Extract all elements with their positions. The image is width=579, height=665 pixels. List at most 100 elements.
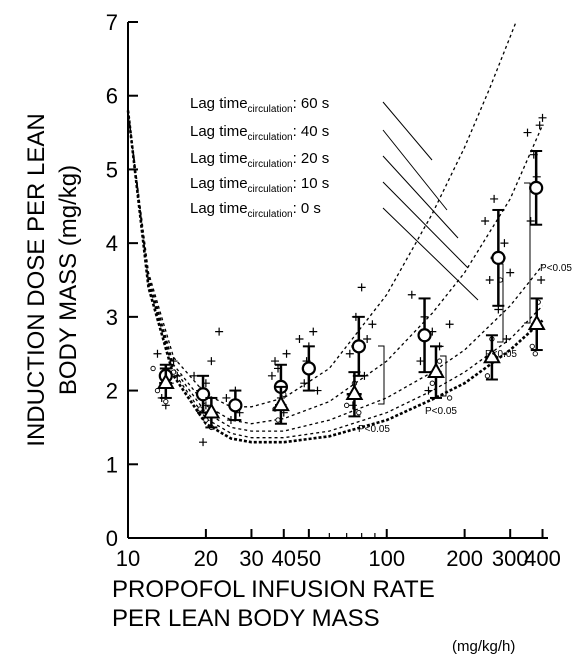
legend-leader-line <box>382 101 433 161</box>
legend-label: Lag timecirculation: 0 s <box>190 200 321 220</box>
y-tick-label: 5 <box>106 157 118 182</box>
mean-triangle-marker <box>427 362 445 378</box>
legend-suffix: : 0 s <box>293 200 321 217</box>
data-point-open <box>275 417 281 423</box>
x-tick-label: 400 <box>524 546 561 571</box>
data-point-open <box>154 387 161 394</box>
significance-bracket <box>497 263 504 343</box>
data-point-plus <box>300 379 309 388</box>
significance-label: P<0.05 <box>358 424 390 435</box>
data-point-plus <box>199 438 208 447</box>
model-curve-lag-0s <box>126 110 544 444</box>
legend-prefix: Lag time <box>190 150 248 167</box>
y-tick-label: 0 <box>106 526 118 551</box>
data-point-plus <box>345 349 354 358</box>
legend-prefix: Lag time <box>190 200 248 217</box>
mean-triangle-marker <box>527 314 546 331</box>
data-point-plus <box>445 320 454 329</box>
data-point-open <box>356 410 362 416</box>
model-curve-lag-60s <box>127 21 517 408</box>
data-point-plus <box>407 290 416 299</box>
legend-subscript: circulation <box>248 209 293 220</box>
y-tick-label: 7 <box>106 10 118 35</box>
y-axis-title-line: BODY MASS (mg/kg) <box>55 165 82 395</box>
x-tick-label: 30 <box>239 546 263 571</box>
y-tick-label: 2 <box>106 379 118 404</box>
data-point-plus <box>215 327 224 336</box>
legend-label: Lag timecirculation: 60 s <box>190 95 329 115</box>
data-point-plus <box>416 357 425 366</box>
data-point-open <box>203 417 209 423</box>
y-tick-label: 3 <box>106 305 118 330</box>
x-tick-label: 300 <box>492 546 529 571</box>
data-point-plus <box>363 334 372 343</box>
data-point-plus <box>173 371 182 380</box>
data-point-open <box>532 351 538 357</box>
legend-leader-line <box>382 181 469 269</box>
data-point-plus <box>169 357 178 366</box>
x-tick-label: 200 <box>446 546 483 571</box>
data-point-open <box>446 395 453 401</box>
data-point-plus <box>368 320 377 329</box>
data-point-plus <box>535 121 544 130</box>
mean-circle-marker <box>228 398 243 413</box>
data-point-open <box>436 358 443 364</box>
legend-subscript: circulation <box>248 184 293 195</box>
legend-suffix: : 20 s <box>293 150 330 167</box>
data-point-plus <box>538 113 547 122</box>
data-point-plus <box>481 217 490 226</box>
data-point-plus <box>485 276 494 284</box>
data-point-open <box>429 380 435 386</box>
mean-triangle-marker <box>202 402 221 419</box>
data-point-open <box>197 406 203 412</box>
x-axis-unit: (mg/kg/h) <box>452 638 515 655</box>
legend-prefix: Lag time <box>190 123 248 140</box>
data-point-plus <box>490 194 499 203</box>
data-point-plus <box>537 276 546 284</box>
legend-subscript: circulation <box>248 159 293 170</box>
significance-label: P<0.05 <box>485 349 517 360</box>
data-point-plus <box>222 393 231 402</box>
y-axis-title: INDUCTION DOSE PER LEAN BODY MASS (mg/kg) <box>23 113 82 446</box>
data-point-open <box>529 343 535 349</box>
mean-circle-marker <box>529 180 544 195</box>
legend-label: Lag timecirculation: 20 s <box>190 150 329 170</box>
data-point-plus <box>523 128 532 137</box>
mean-circle-marker <box>417 328 432 343</box>
legend-suffix: : 60 s <box>293 95 330 112</box>
data-point-plus <box>282 349 291 358</box>
legend-leader-line <box>382 207 479 301</box>
x-tick-label: 50 <box>297 546 321 571</box>
y-tick-label: 1 <box>106 452 118 477</box>
legend-suffix: : 10 s <box>293 175 330 192</box>
data-point-open <box>150 365 156 372</box>
data-point-plus <box>309 327 318 336</box>
x-tick-label: 40 <box>272 546 296 571</box>
mean-circle-marker <box>491 250 506 265</box>
x-tick-label: 10 <box>116 546 140 571</box>
x-tick-label: 20 <box>194 546 218 571</box>
x-tick-label: 100 <box>368 546 405 571</box>
data-point-plus <box>526 217 535 226</box>
mean-triangle-marker <box>272 395 290 412</box>
y-tick-label: 6 <box>106 84 118 109</box>
legend-leader-line <box>382 155 459 239</box>
y-axis-title-line: INDUCTION DOSE PER LEAN <box>23 113 50 446</box>
legend-leader-line <box>382 129 448 211</box>
mean-triangle-marker <box>483 347 501 364</box>
legend-prefix: Lag time <box>190 95 248 112</box>
y-tick-label: 4 <box>106 231 118 256</box>
data-point-plus <box>271 357 280 366</box>
data-point-plus <box>500 239 509 248</box>
significance-label: P<0.05 <box>540 263 572 274</box>
legend-subscript: circulation <box>248 104 293 115</box>
data-point-open <box>344 402 350 408</box>
legend-label: Lag timecirculation: 40 s <box>190 123 329 143</box>
data-point-open <box>484 373 491 379</box>
significance-bracket <box>378 345 385 405</box>
data-point-plus <box>506 268 515 277</box>
data-point-plus <box>190 371 199 380</box>
